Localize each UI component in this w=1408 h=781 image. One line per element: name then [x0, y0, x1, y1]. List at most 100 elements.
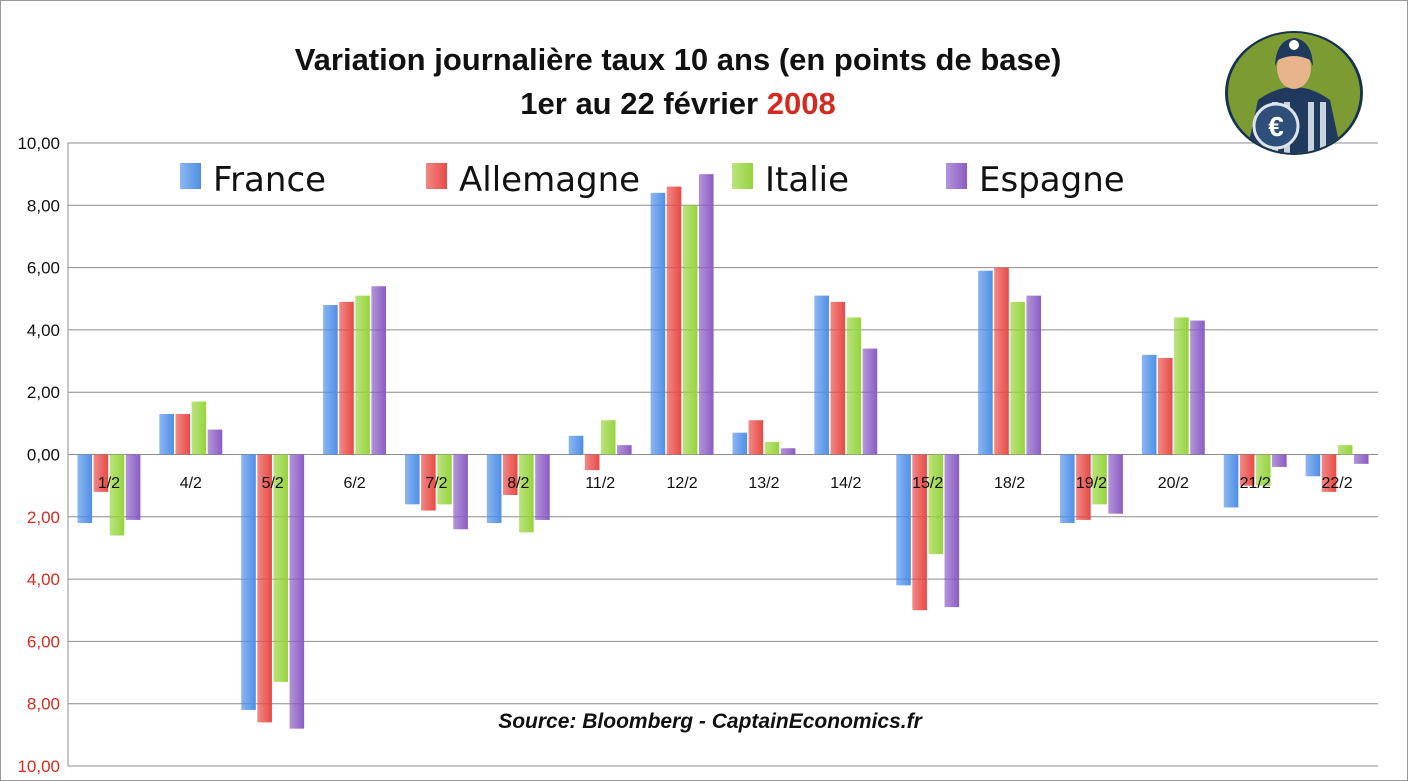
x-tick-label: 7/2 — [425, 475, 447, 492]
x-tick-label: 5/2 — [262, 475, 284, 492]
x-tick-label: 13/2 — [748, 475, 779, 492]
legend-swatch — [946, 163, 967, 189]
bar — [1141, 354, 1157, 455]
bar — [519, 454, 534, 533]
bar — [1157, 357, 1173, 455]
x-tick-label: 14/2 — [830, 475, 861, 492]
bar — [978, 270, 993, 455]
x-tick-label: 1/2 — [98, 475, 120, 492]
source-note: Source: Bloomberg - CaptainEconomics.fr — [498, 710, 922, 733]
bar — [1353, 454, 1369, 464]
subtitle-prefix: 1er au 22 février — [520, 86, 767, 121]
x-tick-label: 15/2 — [912, 475, 943, 492]
bar — [568, 435, 584, 455]
legend-label: Allemagne — [459, 160, 640, 200]
bar — [1174, 317, 1189, 455]
bar — [617, 445, 632, 455]
bar — [241, 454, 256, 710]
legend-swatch — [426, 163, 447, 189]
bar — [437, 454, 452, 505]
bar — [1337, 445, 1353, 455]
bar — [273, 454, 289, 682]
bar — [1272, 454, 1287, 467]
y-tick-label: 6,00 — [27, 632, 60, 651]
y-tick-label: 2,00 — [27, 508, 60, 527]
bar — [339, 301, 354, 455]
bar — [191, 401, 207, 455]
bar — [257, 454, 272, 723]
bar — [732, 432, 748, 455]
x-tick-label: 12/2 — [666, 475, 697, 492]
bar — [814, 295, 829, 455]
y-tick-label: 8,00 — [27, 695, 60, 714]
captain-economics-logo: € — [1225, 31, 1363, 155]
x-tick-label: 22/2 — [1321, 475, 1352, 492]
bar — [1305, 454, 1321, 477]
bar — [666, 186, 682, 455]
subtitle-year: 2008 — [766, 86, 836, 121]
bar — [453, 454, 468, 530]
x-tick-label: 11/2 — [585, 475, 615, 492]
bar — [764, 442, 780, 455]
bar — [912, 454, 927, 611]
bar — [1190, 320, 1205, 455]
bar — [125, 454, 141, 520]
x-tick-label: 19/2 — [1076, 475, 1107, 492]
bar — [159, 414, 174, 455]
bar — [1010, 301, 1025, 455]
bar — [371, 286, 387, 455]
y-tick-label: 8,00 — [27, 196, 60, 215]
bar — [1026, 295, 1042, 455]
legend-swatch — [180, 163, 201, 189]
bar — [207, 429, 223, 455]
y-tick-label: 10,00 — [17, 134, 60, 153]
bar — [1321, 454, 1337, 492]
y-tick-label: 4,00 — [27, 321, 60, 340]
y-tick-label: 6,00 — [27, 259, 60, 278]
bar — [928, 454, 944, 555]
bar — [1255, 454, 1271, 486]
legend-label: France — [213, 160, 326, 200]
x-tick-label: 8/2 — [507, 475, 529, 492]
bar — [584, 454, 600, 471]
x-tick-label: 21/2 — [1240, 475, 1271, 492]
bar — [748, 420, 764, 455]
bar — [944, 454, 960, 608]
bar — [830, 301, 846, 455]
bar — [93, 454, 109, 492]
bar — [175, 414, 191, 455]
bar — [600, 420, 616, 455]
x-tick-label: 4/2 — [180, 475, 202, 492]
bar — [77, 454, 93, 524]
y-tick-label: 4,00 — [27, 570, 60, 589]
bar — [421, 454, 436, 511]
legend-label: Italie — [765, 160, 849, 200]
bar — [846, 317, 862, 455]
y-tick-label: 2,00 — [27, 383, 60, 402]
chart-title: Variation journalière taux 10 ans (en po… — [0, 38, 1356, 126]
bar — [1239, 454, 1255, 486]
bar — [896, 454, 911, 586]
bar — [780, 448, 796, 455]
bar — [289, 454, 305, 729]
svg-text:€: € — [1268, 111, 1284, 142]
bar — [862, 348, 878, 455]
bar — [109, 454, 125, 536]
x-tick-label: 6/2 — [343, 475, 365, 492]
bar — [535, 454, 550, 520]
bar — [1223, 454, 1239, 508]
bar — [698, 174, 714, 455]
bar — [404, 454, 420, 505]
y-tick-label: 10,00 — [17, 757, 60, 776]
bar — [1092, 454, 1107, 505]
legend-label: Espagne — [979, 160, 1125, 200]
bar — [1076, 454, 1091, 520]
x-tick-label: 20/2 — [1158, 475, 1189, 492]
bar — [486, 454, 502, 524]
bar — [682, 205, 698, 455]
title-line: Variation journalière taux 10 ans (en po… — [294, 42, 1062, 77]
x-tick-label: 18/2 — [994, 475, 1025, 492]
legend-swatch — [732, 163, 753, 189]
y-tick-label: 0,00 — [27, 446, 60, 465]
bar — [994, 267, 1009, 455]
